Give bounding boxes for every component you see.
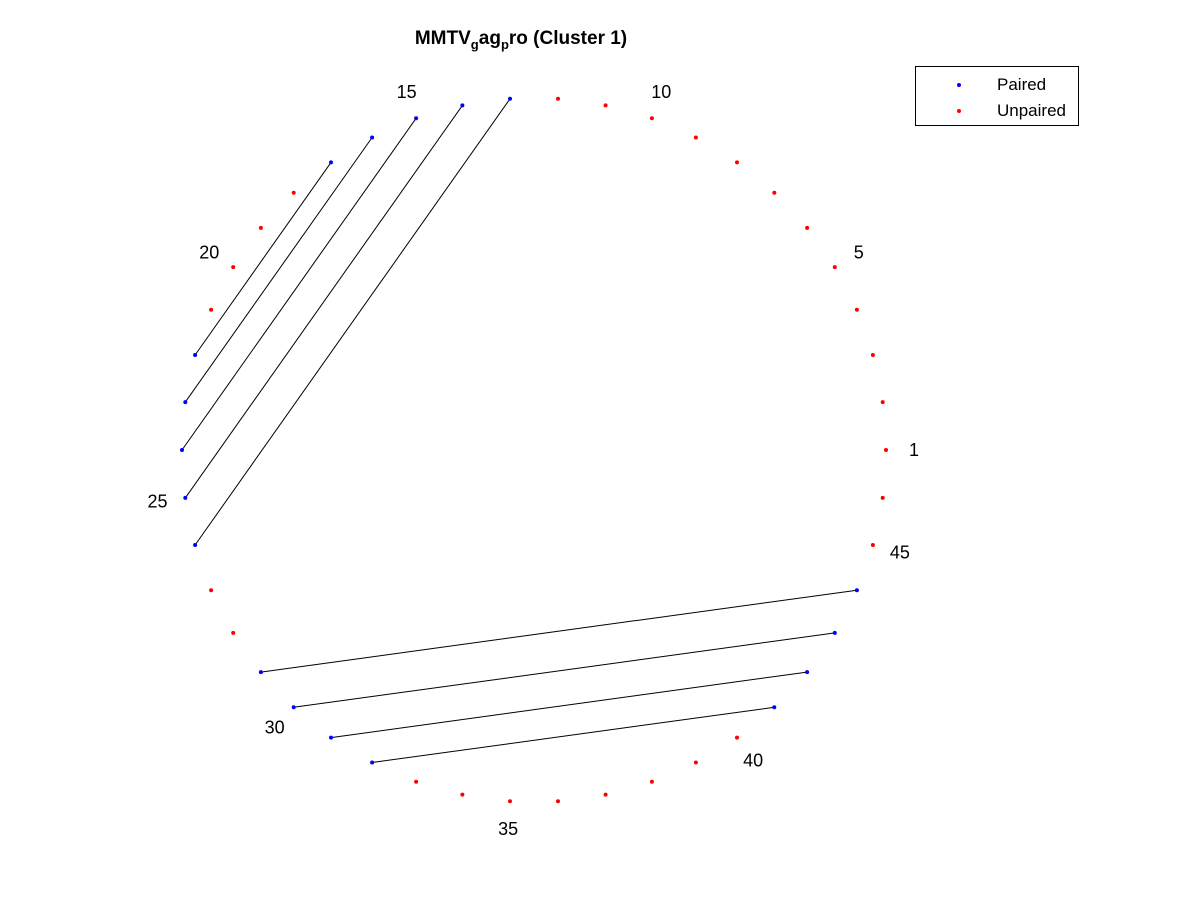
unpaired-node-4 [854, 307, 859, 312]
paired-node-16 [370, 135, 375, 140]
unpaired-node-3 [870, 353, 875, 357]
paired-node-31 [329, 735, 333, 740]
position-label-45: 45 [890, 543, 910, 563]
position-label-20: 20 [199, 243, 219, 263]
legend-entry-paired: Paired [916, 73, 1080, 97]
paired-node-17 [329, 160, 333, 165]
pair-bond-13-26 [194, 98, 511, 546]
unpaired-node-46 [880, 495, 885, 500]
unpaired-node-18 [291, 190, 296, 195]
paired-node-32 [370, 760, 375, 765]
paired-node-13 [508, 96, 512, 101]
chart-title: MMTVgagpro (Cluster 1) [0, 28, 1042, 52]
unpaired-node-8 [735, 160, 739, 165]
unpaired-node-38 [649, 779, 654, 784]
pair-bond-15-24 [181, 118, 417, 451]
unpaired-node-7 [772, 190, 777, 195]
sequence-nodes [180, 96, 888, 804]
paired-node-30 [291, 705, 296, 710]
unpaired-node-35 [508, 799, 512, 804]
unpaired-node-28 [231, 630, 236, 635]
pair-bond-17-22 [194, 162, 332, 356]
paired-node-22 [193, 353, 198, 357]
position-label-35: 35 [498, 819, 518, 839]
title-text-base: MMTV [414, 28, 471, 49]
unpaired-node-2 [880, 400, 885, 405]
legend-label-unpaired: Unpaired [997, 101, 1066, 120]
pair-bond-14-25 [184, 105, 463, 499]
title-subscript-g: g [470, 37, 479, 52]
unpaired-node-33 [414, 779, 419, 784]
paired-node-15 [414, 116, 419, 121]
unpaired-node-9 [693, 135, 698, 140]
paired-marker-icon [957, 83, 961, 87]
paired-node-25 [183, 495, 188, 500]
pair-bond-29-44 [260, 589, 857, 673]
unpaired-node-20 [231, 265, 236, 270]
position-label-40: 40 [743, 750, 763, 770]
paired-node-42 [805, 670, 810, 675]
unpaired-node-21 [209, 307, 214, 312]
unpaired-node-5 [832, 265, 837, 270]
pair-bond-32-41 [372, 706, 775, 763]
title-text-mid: ag [478, 28, 501, 49]
pair-bonds [181, 98, 857, 763]
position-label-15: 15 [397, 82, 417, 102]
legend-label-paired: Paired [997, 75, 1047, 94]
position-label-30: 30 [265, 718, 285, 738]
position-label-5: 5 [854, 243, 864, 263]
title-text-tail: ro (Cluster 1) [508, 28, 628, 49]
position-label-1: 1 [909, 440, 919, 460]
unpaired-node-34 [460, 792, 465, 797]
paired-node-14 [460, 103, 465, 108]
unpaired-node-12 [556, 96, 560, 101]
position-label-25: 25 [147, 492, 167, 512]
unpaired-node-40 [735, 735, 739, 740]
paired-node-43 [832, 630, 837, 635]
pair-bond-16-23 [184, 137, 373, 403]
unpaired-node-1 [884, 448, 888, 452]
paired-node-24 [180, 448, 184, 452]
pair-bond-30-43 [293, 632, 835, 708]
paired-node-23 [183, 400, 188, 405]
unpaired-node-19 [258, 225, 263, 230]
legend-entry-unpaired: Unpaired [916, 99, 1080, 123]
unpaired-node-27 [209, 588, 214, 593]
unpaired-node-10 [649, 116, 654, 121]
legend: Paired Unpaired [915, 66, 1079, 126]
paired-node-26 [193, 543, 198, 547]
unpaired-node-45 [870, 543, 875, 547]
position-label-10: 10 [651, 82, 671, 102]
unpaired-node-6 [805, 225, 810, 230]
unpaired-node-37 [603, 792, 608, 797]
unpaired-node-36 [556, 799, 560, 804]
title-subscript-p: p [500, 37, 509, 52]
paired-node-44 [854, 588, 859, 593]
unpaired-node-39 [693, 760, 698, 765]
pair-bond-31-42 [330, 671, 808, 739]
unpaired-marker-icon [957, 109, 961, 113]
unpaired-node-11 [603, 103, 608, 108]
paired-node-29 [258, 670, 263, 675]
paired-node-41 [772, 705, 777, 710]
